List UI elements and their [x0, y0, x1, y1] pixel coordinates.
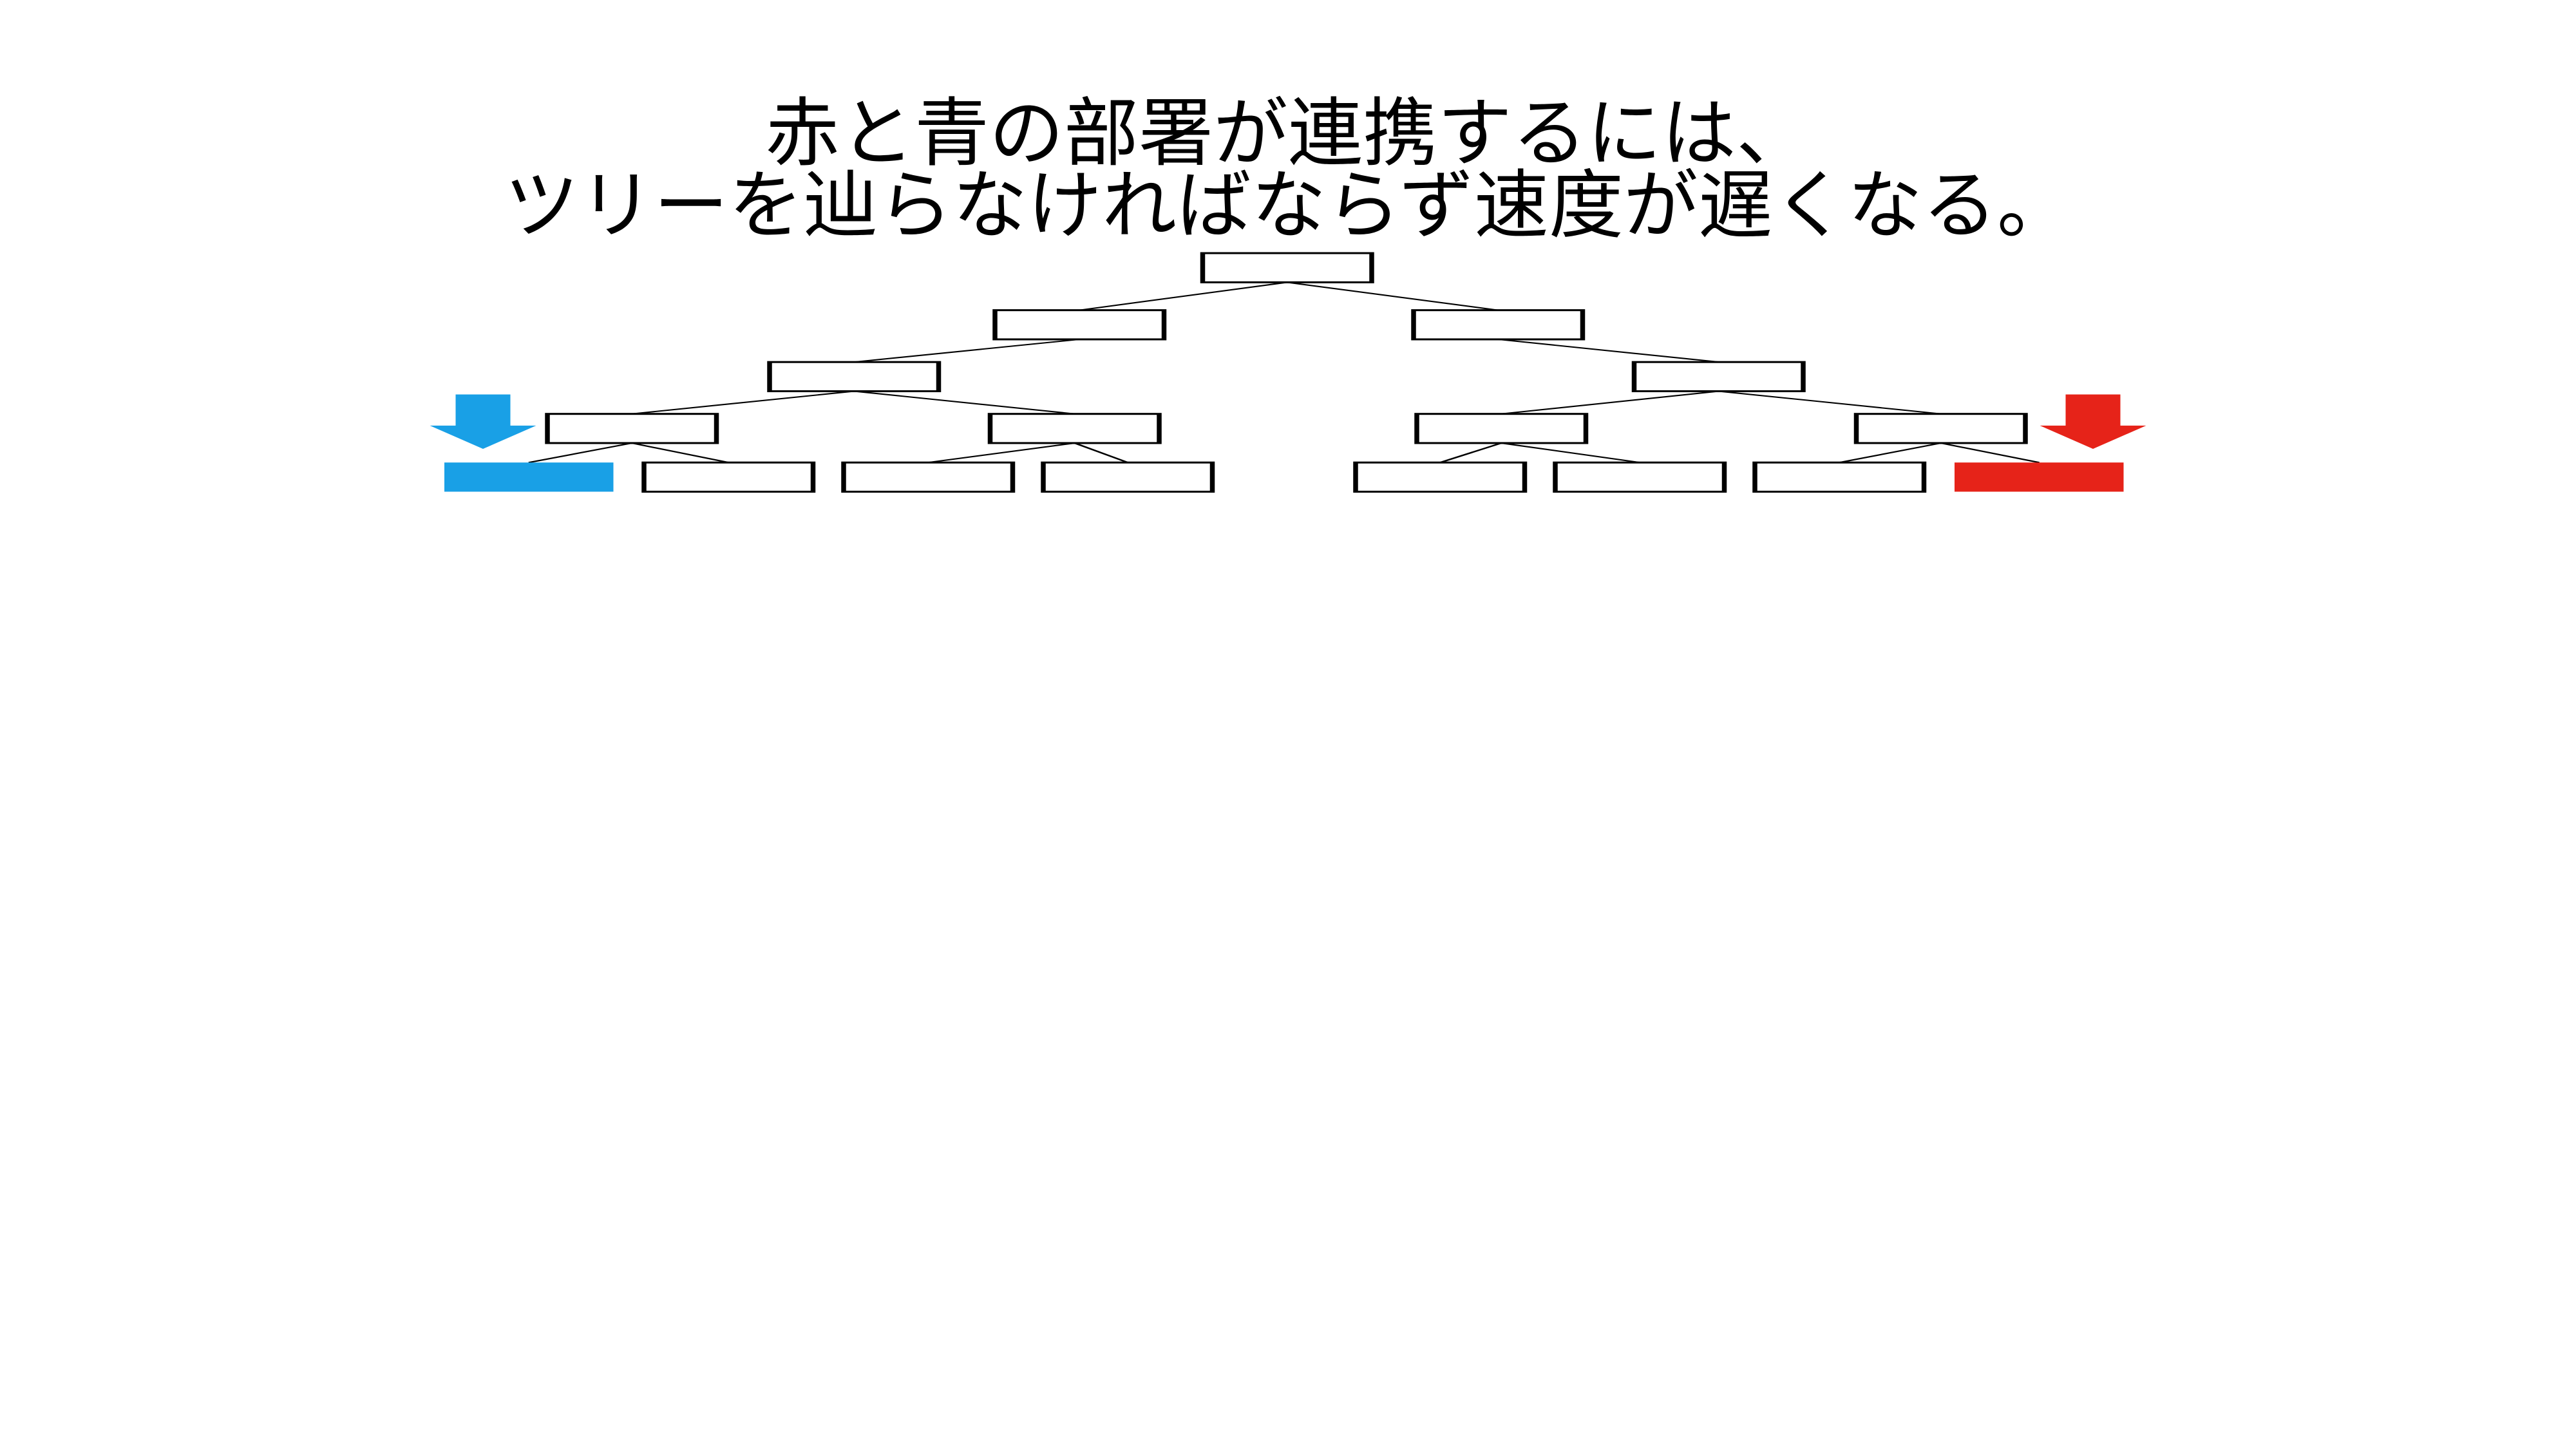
tree-node [770, 362, 939, 391]
tree-edge [1719, 391, 1941, 413]
tree-node [444, 462, 614, 491]
tree-edge [632, 391, 854, 413]
tree-edge [854, 339, 1079, 361]
tree-node [995, 310, 1164, 339]
tree-edge [1498, 339, 1719, 361]
tree-edge [1079, 282, 1287, 310]
tree-edge [1941, 442, 2040, 462]
tree-node [990, 413, 1160, 442]
tree-edge [928, 442, 1075, 462]
tree-node [1043, 462, 1213, 491]
tree-node [644, 462, 813, 491]
down-arrow-icon [2040, 394, 2146, 449]
tree-node [844, 462, 1013, 491]
slide: 赤と青の部署が連携するには、 ツリーを辿らなければならず速度が遅くなる。 [0, 0, 2576, 1449]
tree-edge [1440, 442, 1501, 462]
tree-edge [1501, 442, 1640, 462]
tree-node [547, 413, 717, 442]
tree-node [1356, 462, 1525, 491]
tree-edge [1075, 442, 1128, 462]
tree-node [1634, 362, 1804, 391]
tree-edge [632, 442, 728, 462]
caption-line-2: ツリーを辿らなければならず速度が遅くなる。 [0, 145, 2576, 253]
tree-edge [854, 391, 1075, 413]
tree-node [1417, 413, 1586, 442]
tree-node [1203, 253, 1372, 282]
down-arrow-icon [430, 394, 536, 449]
tree-edge [1287, 282, 1499, 310]
tree-node [1857, 413, 2026, 442]
tree-edge [1839, 442, 1941, 462]
org-tree-diagram [386, 247, 2190, 493]
tree-edge [1501, 391, 1719, 413]
tree-node [1414, 310, 1583, 339]
tree-edge [529, 442, 632, 462]
tree-node [1555, 462, 1725, 491]
tree-node [1955, 462, 2124, 491]
tree-node [1755, 462, 1924, 491]
